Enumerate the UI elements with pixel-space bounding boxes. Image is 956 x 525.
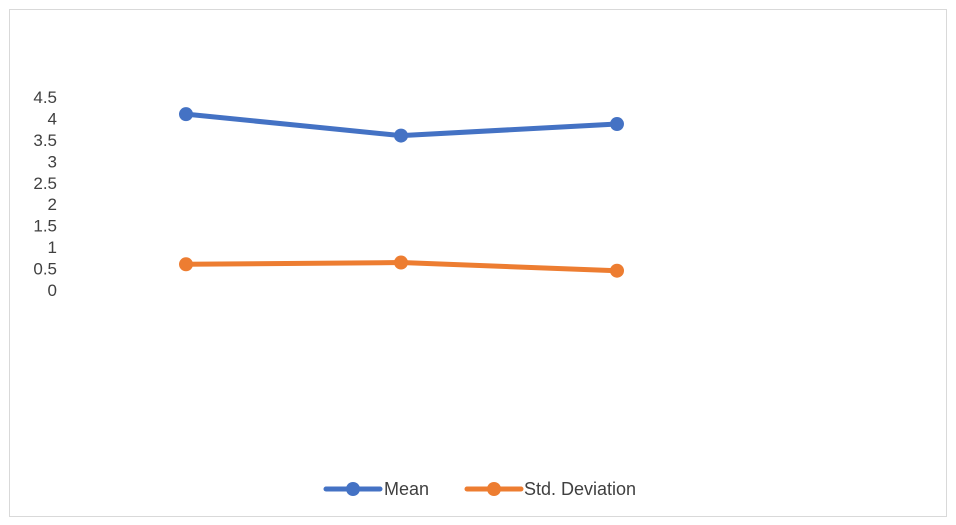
legend-label: Std. Deviation <box>524 479 636 499</box>
legend-swatch-marker <box>487 482 501 496</box>
y-tick-label: 0.5 <box>33 260 57 279</box>
y-tick-label: 3.5 <box>33 131 57 150</box>
y-tick-label: 1.5 <box>33 217 57 236</box>
y-tick-label: 2.5 <box>33 174 57 193</box>
y-tick-label: 4.5 <box>33 88 57 107</box>
y-tick-label: 1 <box>48 238 57 257</box>
data-point-std-deviation <box>610 263 624 278</box>
data-point-mean <box>610 117 624 132</box>
data-point-mean <box>394 128 408 143</box>
legend-item-mean: Mean <box>323 479 429 499</box>
y-tick-label: 0 <box>48 281 57 300</box>
y-tick-label: 3 <box>48 152 57 171</box>
y-axis-ticks: 0 0.5 1 1.5 2 2.5 3 3.5 4 4.5 <box>33 88 57 300</box>
y-tick-label: 2 <box>48 195 57 214</box>
legend: Mean Std. Deviation <box>323 479 636 499</box>
y-tick-label: 4 <box>48 109 57 128</box>
legend-swatch-marker <box>346 482 360 496</box>
data-point-std-deviation <box>394 255 408 270</box>
data-point-std-deviation <box>179 257 193 272</box>
legend-item-std-deviation: Std. Deviation <box>464 479 636 499</box>
series-layer <box>179 107 624 278</box>
legend-label: Mean <box>384 479 429 499</box>
data-point-mean <box>179 107 193 122</box>
